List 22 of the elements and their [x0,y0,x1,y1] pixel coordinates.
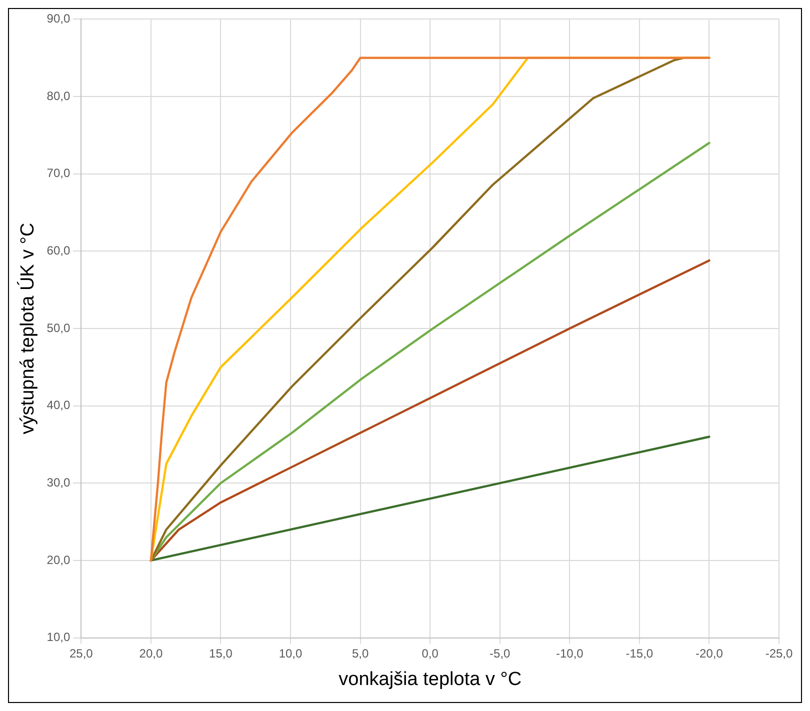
x-tick-label: 15,0 [209,646,233,660]
y-tick-label: 90,0 [46,12,70,26]
x-tick-label: 5,0 [352,646,369,660]
y-tick-label: 70,0 [46,166,70,180]
x-tick-label: 0,0 [422,646,439,660]
y-axis-title: výstupná teplota ÚK v °C [16,222,39,434]
y-tick-label: 20,0 [46,552,70,567]
y-tick-label: 80,0 [46,88,70,103]
x-axis-title: vonkajšia teplota v °C [338,668,522,690]
x-tick-label: -20,0 [696,646,724,660]
x-tick-label: 25,0 [69,646,94,660]
x-tick-label: -10,0 [556,646,584,660]
y-tick-label: 30,0 [46,475,70,490]
x-tick-label: -25,0 [765,646,793,660]
y-tick-label: 10,0 [46,630,70,644]
x-tick-label: 10,0 [278,646,303,660]
x-tick-label: -15,0 [626,646,654,660]
y-tick-label: 60,0 [46,243,70,258]
x-tick-label: -5,0 [490,646,511,660]
y-tick-label: 50,0 [46,320,70,335]
x-tick-label: 20,0 [139,646,163,660]
y-tick-label: 40,0 [46,398,70,412]
